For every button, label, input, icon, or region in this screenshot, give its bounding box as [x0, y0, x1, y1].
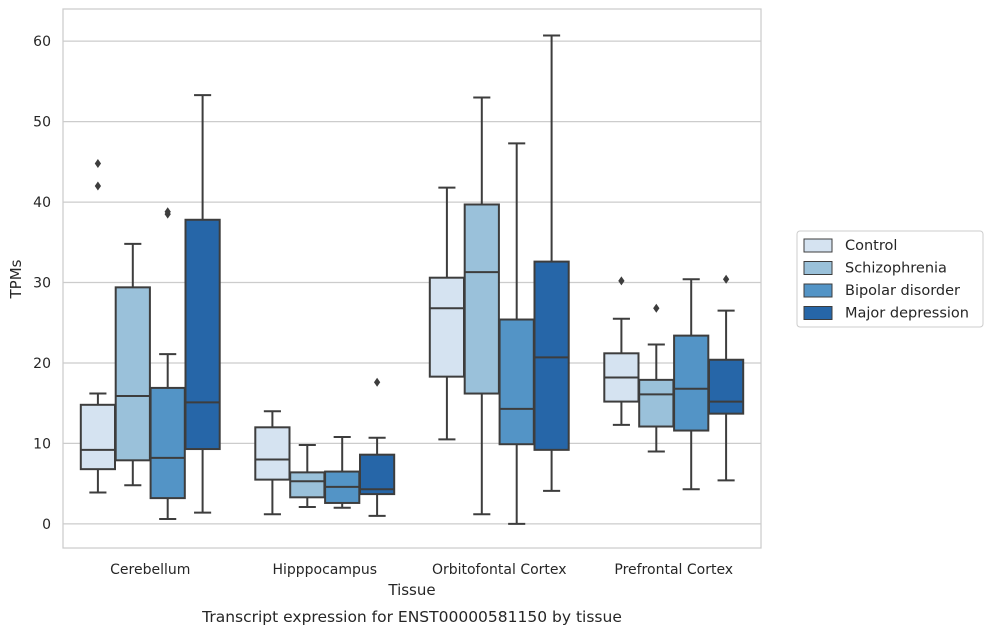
x-tick-label: Hipppocampus [272, 562, 377, 578]
outlier-point [722, 274, 730, 284]
y-tick-label: 30 [33, 276, 51, 292]
y-tick-label: 60 [33, 34, 51, 50]
box-bipolar-disorder [673, 278, 710, 491]
legend-swatch [803, 238, 833, 253]
iqr-box [184, 218, 221, 451]
outlier-point [373, 377, 381, 387]
box-major-depression [707, 274, 745, 482]
legend-label: Bipolar disorder [845, 283, 960, 299]
iqr-box [533, 260, 570, 451]
box-major-depression [533, 34, 570, 492]
y-axis-label: TPMs [7, 259, 25, 299]
iqr-box [707, 358, 745, 415]
legend-frame [796, 230, 984, 328]
legend-swatch [803, 306, 833, 320]
chart-caption: Transcript expression for ENST0000058115… [201, 608, 622, 626]
legend-swatch [803, 283, 833, 298]
box-layer [79, 34, 745, 525]
box-major-depression [358, 377, 396, 517]
box-schizophrenia [638, 303, 675, 453]
legend-label: Major depression [845, 306, 969, 322]
legend-items: Control Schizophrenia Bipolar disorder Majo… [803, 238, 969, 322]
x-tick-label: Cerebellum [110, 562, 190, 578]
outlier-point [653, 303, 660, 313]
box-schizophrenia [114, 242, 151, 487]
x-tick-label: Prefrontal Cortex [614, 562, 733, 578]
box-major-depression [184, 94, 221, 514]
y-tick-label: 0 [42, 517, 51, 533]
box-schizophrenia [289, 444, 326, 508]
x-tick-label: Orbitofontal Cortex [432, 562, 567, 578]
iqr-box [358, 453, 396, 496]
box-bipolar-disorder [498, 142, 535, 525]
outlier-point [94, 158, 102, 168]
box-schizophrenia [463, 96, 500, 516]
box-control [603, 276, 640, 426]
x-axis-label: Tissue [387, 581, 435, 599]
iqr-box [289, 471, 326, 499]
box-bipolar-disorder [324, 435, 361, 509]
legend-swatch [803, 261, 833, 275]
plot-frame [62, 8, 762, 549]
iqr-box [638, 378, 675, 428]
y-tick-label: 50 [33, 115, 51, 131]
box-control [428, 186, 466, 441]
box-control [79, 158, 117, 494]
legend-label: Control [845, 238, 897, 254]
legend: Control Schizophrenia Bipolar disorder Majo… [796, 230, 984, 328]
iqr-box [673, 334, 710, 432]
iqr-box [463, 203, 500, 395]
y-tick-label: 20 [33, 356, 51, 372]
y-tick-label: 40 [33, 195, 51, 211]
y-tick-labels: 0 10 20 30 40 50 60 [33, 34, 51, 533]
outlier-point [618, 276, 625, 286]
box-control [254, 410, 291, 516]
legend-label: Schizophrenia [845, 261, 947, 277]
x-tick-labels: Cerebellum Hipppocampus Orbitofontal Corte… [110, 562, 733, 578]
iqr-box [428, 276, 466, 378]
iqr-box [254, 426, 291, 481]
outlier-point [94, 181, 102, 191]
iqr-box [114, 286, 151, 462]
y-tick-label: 10 [33, 436, 51, 452]
iqr-box [149, 386, 186, 500]
iqr-box [79, 403, 117, 471]
outlier-point [164, 207, 171, 217]
iqr-box [498, 318, 535, 446]
